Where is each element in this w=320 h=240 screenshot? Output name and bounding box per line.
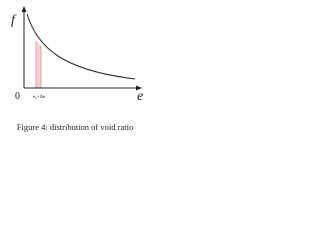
x-arrow: [136, 85, 142, 91]
tick-label: e₀+Δe: [33, 95, 46, 100]
y-arrow: [21, 6, 27, 12]
shaded-strip: [36, 41, 41, 88]
curve: [26, 13, 136, 80]
caption: Figure 4: distribution of void ratio: [17, 122, 133, 132]
x-label: e: [137, 89, 143, 104]
origin-label: 0: [15, 91, 20, 102]
y-label: f: [11, 13, 17, 28]
figure: f e 0 e₀+Δe Figure 4: distribution of vo…: [11, 6, 143, 132]
